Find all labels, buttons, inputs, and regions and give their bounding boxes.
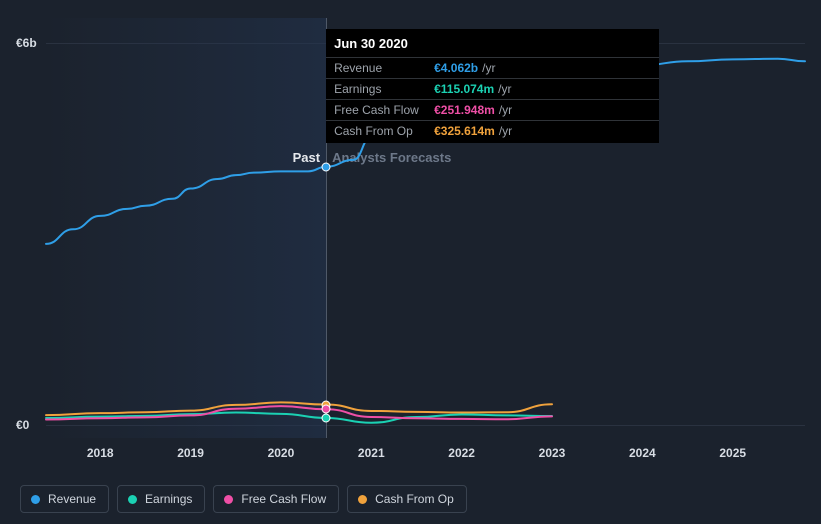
y-axis-label: €0 [16, 418, 29, 432]
tooltip-row: Revenue€4.062b/yr [326, 57, 659, 78]
legend: Revenue Earnings Free Cash Flow Cash From O… [20, 485, 467, 513]
tooltip-date: Jun 30 2020 [326, 29, 659, 57]
x-axis-label: 2022 [448, 446, 475, 460]
x-axis-label: 2024 [629, 446, 656, 460]
legend-item[interactable]: Cash From Op [347, 485, 467, 513]
tooltip-metric-label: Revenue [334, 61, 434, 75]
tooltip-metric-unit: /yr [499, 103, 512, 117]
tooltip-metric-label: Earnings [334, 82, 434, 96]
legend-dot-icon [358, 495, 367, 504]
series-cfo [46, 402, 552, 415]
tooltip-metric-value: €325.614m [434, 124, 495, 138]
legend-item[interactable]: Free Cash Flow [213, 485, 339, 513]
x-axis-label: 2021 [358, 446, 385, 460]
tooltip-row: Earnings€115.074m/yr [326, 78, 659, 99]
legend-label: Cash From Op [375, 492, 454, 506]
x-axis-label: 2025 [719, 446, 746, 460]
marker-fcf [322, 405, 331, 414]
tooltip-metric-label: Free Cash Flow [334, 103, 434, 117]
tooltip-row: Cash From Op€325.614m/yr [326, 120, 659, 141]
x-axis-label: 2018 [87, 446, 114, 460]
legend-item[interactable]: Earnings [117, 485, 205, 513]
legend-dot-icon [31, 495, 40, 504]
legend-item[interactable]: Revenue [20, 485, 109, 513]
legend-label: Revenue [48, 492, 96, 506]
tooltip-metric-unit: /yr [482, 61, 495, 75]
hover-tooltip: Jun 30 2020 Revenue€4.062b/yrEarnings€11… [326, 29, 659, 143]
legend-dot-icon [224, 495, 233, 504]
marker-earnings [322, 413, 331, 422]
tooltip-metric-value: €4.062b [434, 61, 478, 75]
tooltip-metric-label: Cash From Op [334, 124, 434, 138]
tooltip-metric-unit: /yr [499, 124, 512, 138]
tooltip-metric-value: €251.948m [434, 103, 495, 117]
tooltip-row: Free Cash Flow€251.948m/yr [326, 99, 659, 120]
legend-label: Free Cash Flow [241, 492, 326, 506]
x-axis-label: 2019 [177, 446, 204, 460]
legend-dot-icon [128, 495, 137, 504]
tooltip-metric-unit: /yr [498, 82, 511, 96]
tooltip-metric-value: €115.074m [434, 82, 494, 96]
marker-revenue [322, 162, 331, 171]
x-axis-label: 2023 [539, 446, 566, 460]
legend-label: Earnings [145, 492, 192, 506]
chart-container: €0€6b Past Analysts Forecasts 2018201920… [16, 18, 805, 478]
y-axis-label: €6b [16, 36, 37, 50]
x-axis-label: 2020 [268, 446, 295, 460]
